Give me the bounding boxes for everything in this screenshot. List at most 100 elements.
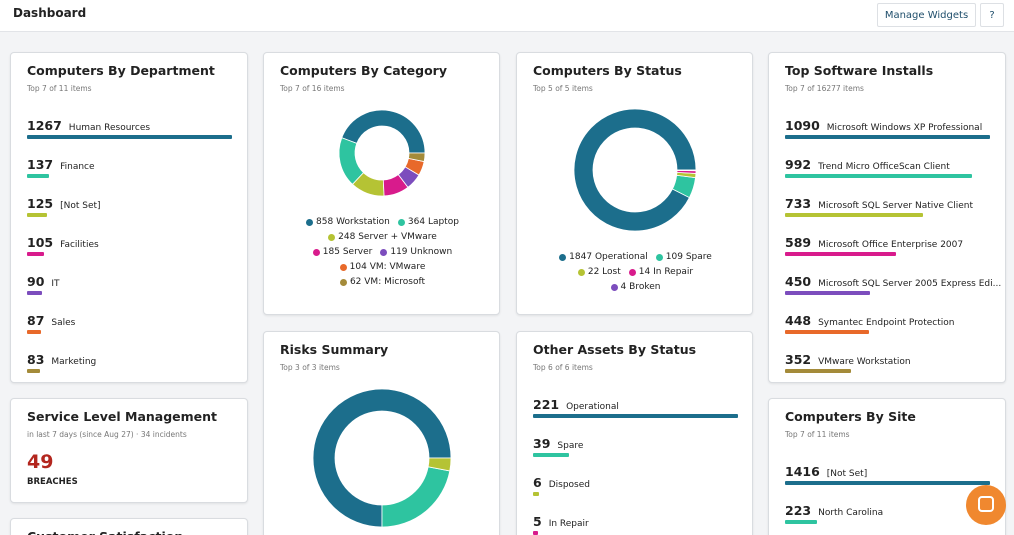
widget-card: Customer Satisfaction [10, 518, 248, 535]
widget-title: Computers By Site [785, 409, 916, 424]
item-value: 992 [785, 157, 812, 172]
widget-title: Other Assets By Status [533, 342, 697, 357]
bar [533, 492, 539, 496]
legend-value: 858 [316, 217, 334, 227]
legend-item: 22 Lost [577, 267, 621, 277]
donut-chart [312, 388, 452, 528]
chat-button[interactable] [966, 485, 1006, 525]
item-label: Spare [557, 441, 584, 451]
legend-dot [306, 218, 314, 226]
bar-row: 1090 Microsoft Windows XP Professional [785, 115, 982, 134]
legend: 1847 Operational 109 Spare 22 Lost 14 In Re… [553, 252, 718, 292]
legend-dot [380, 248, 388, 256]
subtitle-text: Top 7 of 16277 items [785, 84, 864, 93]
widget-card: Top Software Installs Top 7 of 16277 item… [768, 52, 1006, 383]
bar [785, 330, 870, 334]
legend: 858 Workstation 364 Laptop 248 Server + VM… [300, 217, 465, 287]
item-label: North Carolina [818, 508, 884, 518]
bar-row: 6 Disposed [533, 472, 590, 491]
item-label: In Repair [548, 519, 589, 529]
bar-row: 448 Symantec Endpoint Protection [785, 310, 954, 329]
legend-item: 109 Spare [655, 252, 712, 262]
subtitle-text: Top 7 of 16 items [280, 84, 345, 93]
subtitle-text: in last 7 days (since Aug 27) [27, 430, 134, 439]
donut-segment [676, 169, 697, 172]
widget-card: Computers By Department Top 7 of 11 items… [10, 52, 248, 383]
item-label: Finance [60, 162, 95, 172]
donut-chart [338, 109, 426, 197]
legend-dot [397, 218, 405, 226]
widget-card: Risks Summary Top 3 of 3 items [263, 331, 500, 535]
donut-segment [312, 388, 452, 528]
legend-item: 364 Laptop [397, 217, 459, 227]
item-label: Sales [51, 318, 76, 328]
legend-item: 1847 Operational [559, 252, 648, 262]
metric-value: 49 [27, 451, 54, 473]
widget-subtitle: Top 7 of 11 items [785, 430, 850, 439]
item-label: Microsoft SQL Server 2005 Express Edi... [818, 279, 1002, 289]
bar-row: 223 North Carolina [785, 500, 883, 519]
bar [27, 213, 48, 217]
bar [533, 414, 738, 418]
item-value: 39 [533, 436, 551, 451]
bar-row: 589 Microsoft Office Enterprise 2007 [785, 232, 963, 251]
legend-label: Server + VMware [358, 232, 437, 242]
legend-label: Laptop [427, 217, 459, 227]
bar-row: 992 Trend Micro OfficeScan Client [785, 154, 950, 173]
widget-title: Risks Summary [280, 342, 389, 357]
donut-segment [573, 108, 697, 232]
bar [27, 291, 42, 295]
item-label: [Not Set] [826, 469, 868, 479]
bar [785, 252, 896, 256]
donut-chart [573, 108, 697, 232]
legend-label: Unknown [410, 247, 453, 257]
bar [785, 174, 972, 178]
bar-row: 5 In Repair [533, 511, 589, 530]
bar-row: 87 Sales [27, 310, 75, 329]
legend-dot [339, 278, 347, 286]
widget-subtitle: Top 7 of 11 items [27, 84, 92, 93]
legend-item: 248 Server + VMware [328, 232, 437, 242]
item-value: 223 [785, 503, 812, 518]
legend-dot [610, 283, 618, 291]
item-value: 221 [533, 397, 560, 412]
item-value: 83 [27, 352, 45, 367]
item-value: 1416 [785, 464, 820, 479]
item-label: VMware Workstation [818, 357, 911, 367]
widget-subtitle: Top 3 of 3 items [280, 363, 340, 372]
widget-card: Other Assets By Status Top 6 of 6 items 22… [516, 331, 753, 535]
bar-row: 90 IT [27, 271, 60, 290]
legend-label: Workstation [336, 217, 390, 227]
bar-row: 352 VMware Workstation [785, 349, 911, 368]
legend-label: VM: Microsoft [364, 277, 426, 287]
legend-label: Spare [685, 252, 712, 262]
bar [27, 330, 42, 334]
legend-value: 1847 [569, 252, 593, 262]
bar-row: 125 [Not Set] [27, 193, 101, 212]
manage-widgets-button[interactable]: Manage Widgets [877, 3, 976, 27]
item-value: 733 [785, 196, 812, 211]
donut-segment [381, 466, 451, 528]
widget-title: Service Level Management [27, 409, 218, 424]
widget-subtitle: in last 7 days (since Aug 27) · 34 incid… [27, 430, 187, 439]
subtitle-text: Top 7 of 11 items [27, 84, 92, 93]
legend-dot [328, 233, 336, 241]
item-label: Marketing [51, 357, 97, 367]
legend-label: VM: VMware [369, 262, 426, 272]
legend-label: Lost [602, 267, 621, 277]
item-value: 90 [27, 274, 45, 289]
item-value: 1267 [27, 118, 62, 133]
bar [785, 520, 818, 524]
help-button[interactable]: ? [980, 3, 1004, 27]
bar [27, 174, 50, 178]
donut-segment [407, 152, 426, 163]
item-label: Microsoft Office Enterprise 2007 [818, 240, 964, 250]
legend-value: 4 [620, 282, 627, 292]
bar [785, 135, 990, 139]
legend-dot [655, 253, 663, 261]
legend-item: 185 Server [312, 247, 372, 257]
bar [785, 291, 870, 295]
legend-value: 104 [349, 262, 367, 272]
legend-value: 62 [349, 277, 362, 287]
